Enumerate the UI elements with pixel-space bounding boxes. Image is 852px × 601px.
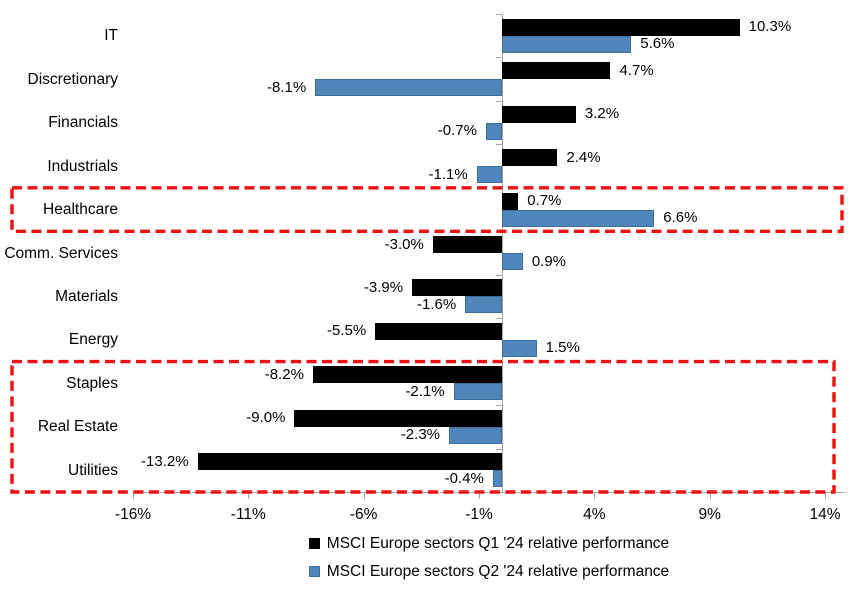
bar-q1-it [502,18,740,36]
bar-q1-healthcare [502,192,519,210]
value-label-q1-utilities: -13.2% [141,452,189,470]
value-label-q2-comm-services: 0.9% [531,252,567,270]
category-label-real-estate: Real Estate [37,418,118,436]
bar-q2-industrials [476,166,503,184]
bar-q2-discretionary [315,79,503,97]
category-boundary-tick [496,405,503,407]
category-label-discretionary: Discretionary [27,70,118,88]
value-label-q2-utilities: -0.4% [444,469,484,487]
category-label-it: IT [104,27,118,45]
x-tick-label: 4% [583,506,606,523]
x-tick-label: 14% [809,506,841,523]
value-label-q1-healthcare: 0.7% [527,192,562,210]
category-label-utilities: Utilities [68,461,118,479]
legend-swatch-q2-icon [308,566,320,577]
x-axis-tick [133,492,134,499]
bar-q2-comm-services [502,253,523,270]
category-boundary-tick [496,274,503,276]
value-label-q1-materials: -3.9% [363,278,404,296]
x-tick-label: -1% [465,506,493,523]
category-boundary-tick [496,231,503,233]
category-boundary-tick [496,361,503,363]
category-label-staples: Staples [66,374,118,392]
bar-q2-energy [502,339,537,357]
x-axis-tick [248,492,250,499]
bar-q2-it [502,35,632,53]
bar-q1-utilities [197,453,503,471]
x-axis-tick [594,492,596,499]
x-axis-tick [363,492,365,499]
value-label-q1-staples: -8.2% [264,365,304,383]
category-label-financials: Financials [48,114,118,132]
category-label-comm-services: Comm. Services [4,244,118,262]
category-boundary-tick [496,318,503,320]
value-label-q1-energy: -5.5% [327,322,367,340]
category-boundary-tick [496,14,503,15]
legend-swatch-q1-icon [308,538,320,549]
category-label-energy: Energy [68,331,118,349]
bar-q2-utilities [492,470,503,488]
value-label-q2-healthcare: 6.6% [663,209,698,227]
category-boundary-tick [496,187,503,189]
x-tick-label: -6% [349,506,378,523]
legend-label-q1: MSCI Europe sectors Q1 '24 relative perf… [326,535,670,552]
bar-q2-financials [485,122,503,140]
x-axis-tick [479,492,480,499]
category-label-industrials: Industrials [47,157,118,175]
category-label-materials: Materials [55,287,118,305]
x-axis-tick [825,492,826,499]
bar-q2-staples [453,383,503,401]
value-label-q2-staples: -2.1% [405,382,445,400]
x-tick-label: 9% [698,506,721,523]
category-boundary-tick [496,144,503,146]
legend: MSCI Europe sectors Q1 '24 relative perf… [133,534,845,581]
category-boundary-tick [496,492,503,493]
value-label-q1-real-estate: -9.0% [246,409,286,427]
value-label-q2-materials: -1.6% [416,295,457,313]
value-label-q2-real-estate: -2.3% [400,426,440,444]
bar-q1-industrials [502,149,558,167]
bar-q1-staples [312,366,503,384]
legend-label-q2: MSCI Europe sectors Q2 '24 relative perf… [326,563,670,580]
bar-q2-real-estate [449,426,503,444]
value-label-q2-industrials: -1.1% [428,165,468,183]
highlight-box-healthcare [10,186,844,234]
category-boundary-tick [496,57,503,59]
value-label-q1-discretionary: 4.7% [619,61,654,79]
bar-q1-financials [502,105,576,123]
bar-q1-materials [412,279,503,297]
value-label-q1-comm-services: -3.0% [384,235,424,253]
bar-q1-real-estate [294,409,503,427]
category-label-healthcare: Healthcare [43,201,118,219]
x-axis-line [133,492,845,493]
value-label-q2-financials: -0.7% [437,122,477,140]
x-axis-tick [709,492,711,499]
value-label-q2-discretionary: -8.1% [267,78,307,96]
legend-item-q2: MSCI Europe sectors Q2 '24 relative perf… [308,562,670,581]
bar-q2-healthcare [502,209,655,227]
value-label-q1-it: 10.3% [748,18,792,36]
bar-q1-discretionary [502,62,611,80]
category-boundary-tick [496,448,503,450]
x-tick-label: -11% [230,506,266,523]
x-tick-label: -16% [114,506,152,523]
value-label-q1-financials: 3.2% [584,105,620,123]
value-label-q1-industrials: 2.4% [566,148,601,166]
value-label-q2-energy: 1.5% [545,339,580,357]
bar-q1-energy [375,322,503,340]
bar-q1-comm-services [432,236,503,253]
category-boundary-tick [496,100,503,102]
bar-q2-materials [465,296,503,314]
legend-item-q1: MSCI Europe sectors Q1 '24 relative perf… [308,534,670,553]
value-label-q2-it: 5.6% [640,35,675,53]
